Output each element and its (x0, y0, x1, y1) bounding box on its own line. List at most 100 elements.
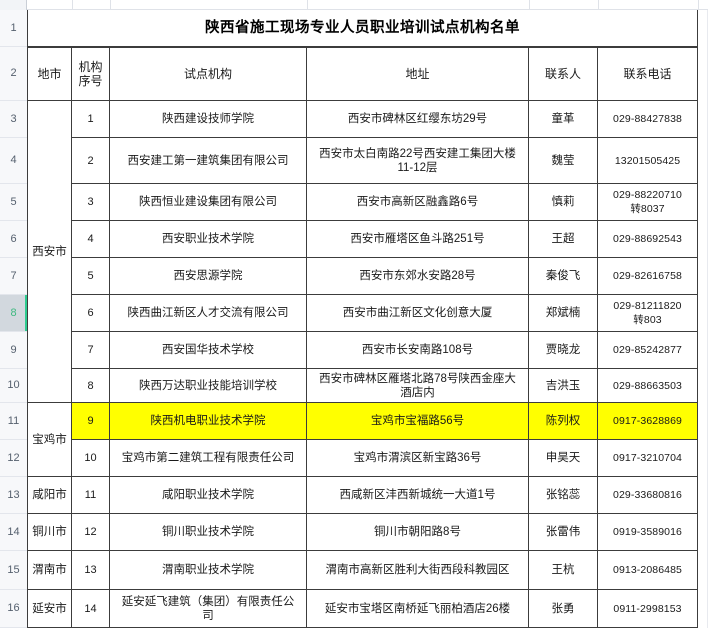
row-header-2[interactable]: 2 (0, 47, 27, 101)
cell-address[interactable]: 西安市东郊水安路28号 (307, 258, 529, 295)
city-cell[interactable]: 西安市 (27, 101, 72, 403)
cell-address[interactable]: 宝鸡市渭滨区新宝路36号 (307, 440, 529, 477)
cell-contact[interactable]: 王杭 (529, 551, 598, 590)
city-cell[interactable]: 延安市 (27, 590, 72, 628)
cell-contact[interactable]: 张铭蕊 (529, 477, 598, 514)
row-header-11[interactable]: 11 (0, 403, 27, 440)
cell-phone[interactable]: 029-88427838 (598, 101, 698, 138)
cell-phone[interactable]: 0917-3628869 (598, 403, 698, 440)
cell-no[interactable]: 11 (72, 477, 110, 514)
row-header-9[interactable]: 9 (0, 332, 27, 369)
cell-org[interactable]: 陕西曲江新区人才交流有限公司 (110, 295, 307, 332)
cell-org[interactable]: 陕西建设技师学院 (110, 101, 307, 138)
cell-no[interactable]: 14 (72, 590, 110, 628)
cell-no[interactable]: 7 (72, 332, 110, 369)
cell-phone[interactable]: 0913-2086485 (598, 551, 698, 590)
cell-contact[interactable]: 魏莹 (529, 138, 598, 184)
row-header-16[interactable]: 16 (0, 590, 27, 628)
cell-org[interactable]: 渭南职业技术学院 (110, 551, 307, 590)
title-cell[interactable]: 陕西省施工现场专业人员职业培训试点机构名单 (27, 10, 698, 47)
cell-no[interactable]: 10 (72, 440, 110, 477)
cell-no[interactable]: 2 (72, 138, 110, 184)
cell-address[interactable]: 铜川市朝阳路8号 (307, 514, 529, 551)
cell-phone[interactable]: 0919-3589016 (598, 514, 698, 551)
cell-no[interactable]: 4 (72, 221, 110, 258)
cell-address[interactable]: 宝鸡市宝福路56号 (307, 403, 529, 440)
cell-contact[interactable]: 童革 (529, 101, 598, 138)
row-header-5[interactable]: 5 (0, 184, 27, 221)
cell-org[interactable]: 宝鸡市第二建筑工程有限责任公司 (110, 440, 307, 477)
cell-no[interactable]: 3 (72, 184, 110, 221)
column-header-strip[interactable] (0, 0, 708, 10)
cell-org[interactable]: 西安思源学院 (110, 258, 307, 295)
cell-org[interactable]: 西安职业技术学院 (110, 221, 307, 258)
cell-address[interactable]: 西安市长安南路108号 (307, 332, 529, 369)
row-header-4[interactable]: 4 (0, 138, 27, 184)
cell-contact[interactable]: 郑斌楠 (529, 295, 598, 332)
row-header-14[interactable]: 14 (0, 514, 27, 551)
row-header-7[interactable]: 7 (0, 258, 27, 295)
city-cell[interactable]: 咸阳市 (27, 477, 72, 514)
cell-address[interactable]: 西安市高新区融鑫路6号 (307, 184, 529, 221)
cell-address[interactable]: 西安市曲江新区文化创意大厦 (307, 295, 529, 332)
cell-org[interactable]: 西安国华技术学校 (110, 332, 307, 369)
cell-contact[interactable]: 慎莉 (529, 184, 598, 221)
cell-org[interactable]: 咸阳职业技术学院 (110, 477, 307, 514)
column-header-city[interactable]: 地市 (27, 47, 72, 101)
cell-org[interactable]: 陕西万达职业技能培训学校 (110, 369, 307, 403)
cell-org[interactable]: 铜川职业技术学院 (110, 514, 307, 551)
cell-phone[interactable]: 0917-3210704 (598, 440, 698, 477)
column-header-address[interactable]: 地址 (307, 47, 529, 101)
cell-address[interactable]: 西安市太白南路22号西安建工集团大楼 11-12层 (307, 138, 529, 184)
column-header-org[interactable]: 试点机构 (110, 47, 307, 101)
cell-no[interactable]: 9 (72, 403, 110, 440)
row-header-12[interactable]: 12 (0, 440, 27, 477)
cell-no[interactable]: 1 (72, 101, 110, 138)
row-header-8[interactable]: 8 (0, 295, 28, 332)
row-header-1[interactable]: 1 (0, 10, 27, 47)
cell-phone[interactable]: 13201505425 (598, 138, 698, 184)
cell-contact[interactable]: 王超 (529, 221, 598, 258)
cell-contact[interactable]: 张雷伟 (529, 514, 598, 551)
cell-contact[interactable]: 秦俊飞 (529, 258, 598, 295)
cell-phone[interactable]: 0911-2998153 (598, 590, 698, 628)
cell-org[interactable]: 西安建工第一建筑集团有限公司 (110, 138, 307, 184)
row-header-6[interactable]: 6 (0, 221, 27, 258)
cell-contact[interactable]: 张勇 (529, 590, 598, 628)
cell-contact[interactable]: 申昊天 (529, 440, 598, 477)
cell-org[interactable]: 陕西机电职业技术学院 (110, 403, 307, 440)
city-cell[interactable]: 铜川市 (27, 514, 72, 551)
grid-area[interactable]: 陕西省施工现场专业人员职业培训试点机构名单 地市 机构 序号 试点机构 地址 联系人 联系电… (27, 10, 708, 628)
cell-address[interactable]: 西安市碑林区红缨东坊29号 (307, 101, 529, 138)
cell-no[interactable]: 8 (72, 369, 110, 403)
cell-phone[interactable]: 029-33680816 (598, 477, 698, 514)
cell-phone[interactable]: 029-82616758 (598, 258, 698, 295)
select-all-corner[interactable] (0, 0, 27, 10)
cell-address[interactable]: 渭南市高新区胜利大街西段科教园区 (307, 551, 529, 590)
cell-address[interactable]: 西安市雁塔区鱼斗路251号 (307, 221, 529, 258)
cell-phone[interactable]: 029-88692543 (598, 221, 698, 258)
cell-no[interactable]: 5 (72, 258, 110, 295)
column-header-phone[interactable]: 联系电话 (598, 47, 698, 101)
cell-contact[interactable]: 吉洪玉 (529, 369, 598, 403)
row-header-10[interactable]: 10 (0, 369, 27, 403)
row-header-3[interactable]: 3 (0, 101, 27, 138)
row-header-15[interactable]: 15 (0, 551, 27, 590)
row-header-13[interactable]: 13 (0, 477, 27, 514)
column-header-no[interactable]: 机构 序号 (72, 47, 110, 101)
cell-address[interactable]: 西安市碑林区雁塔北路78号陕西金座大 酒店内 (307, 369, 529, 403)
cell-address[interactable]: 西咸新区沣西新城统一大道1号 (307, 477, 529, 514)
cell-phone[interactable]: 029-88663503 (598, 369, 698, 403)
city-cell[interactable]: 渭南市 (27, 551, 72, 590)
cell-no[interactable]: 13 (72, 551, 110, 590)
cell-phone[interactable]: 029-88220710 转8037 (598, 184, 698, 221)
cell-contact[interactable]: 贾晓龙 (529, 332, 598, 369)
row-header-gutter[interactable]: 1 2 3 4 5 6 7 8 9 10 11 12 13 14 15 16 (0, 10, 28, 628)
city-cell[interactable]: 宝鸡市 (27, 403, 72, 477)
cell-address[interactable]: 延安市宝塔区南桥延飞丽柏酒店26楼 (307, 590, 529, 628)
cell-phone[interactable]: 029-85242877 (598, 332, 698, 369)
column-header-contact[interactable]: 联系人 (529, 47, 598, 101)
cell-org[interactable]: 延安延飞建筑（集团）有限责任公 司 (110, 590, 307, 628)
cell-no[interactable]: 12 (72, 514, 110, 551)
